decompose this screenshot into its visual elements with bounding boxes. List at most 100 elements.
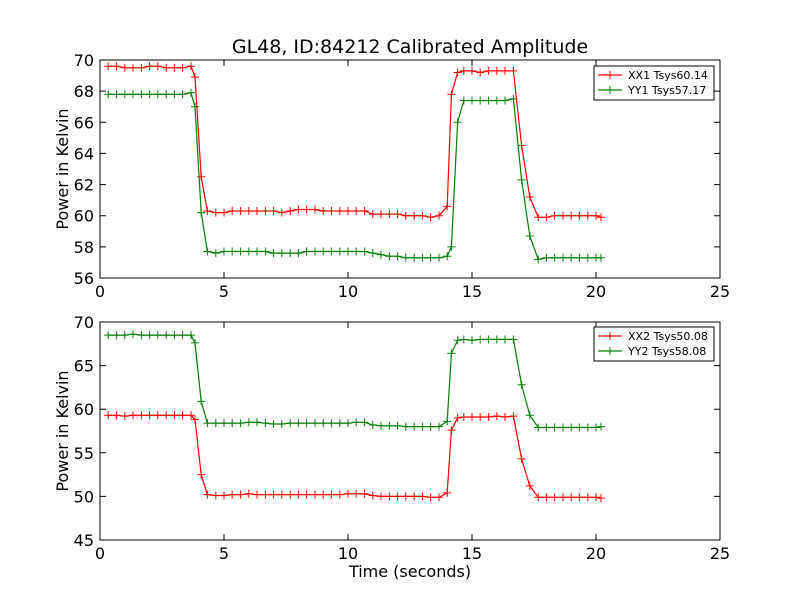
data-point	[286, 207, 295, 216]
data-point	[426, 493, 435, 502]
data-point	[559, 253, 568, 262]
data-point	[112, 90, 121, 99]
y-axis-label: Power in Kelvin	[53, 108, 72, 229]
data-point	[550, 253, 559, 262]
data-point	[170, 411, 179, 420]
data-point	[190, 338, 199, 347]
data-point	[187, 411, 196, 420]
data-point	[244, 489, 253, 498]
data-point	[327, 490, 336, 499]
data-point	[162, 90, 171, 99]
data-point	[236, 490, 245, 499]
data-point	[410, 211, 419, 220]
data-point	[352, 418, 361, 427]
data-point	[476, 96, 485, 105]
data-point	[550, 423, 559, 432]
data-point	[327, 247, 336, 256]
data-point	[468, 413, 476, 422]
data-point	[459, 413, 468, 422]
data-point	[120, 90, 129, 99]
data-point	[162, 331, 171, 340]
data-point	[468, 96, 476, 105]
data-point	[162, 411, 171, 420]
data-point	[468, 66, 476, 75]
data-point	[385, 421, 394, 430]
data-point	[376, 492, 385, 501]
data-point	[492, 335, 501, 344]
data-point	[559, 423, 568, 432]
legend-label: XX1 Tsys60.14	[628, 69, 708, 82]
data-point	[592, 423, 600, 432]
data-point	[252, 490, 261, 499]
data-point	[534, 213, 543, 222]
data-point	[170, 63, 179, 72]
data-point	[401, 492, 410, 501]
data-point	[567, 493, 576, 502]
data-point	[596, 494, 605, 503]
x-tick-label: 10	[338, 544, 358, 563]
x-tick-label: 0	[95, 544, 105, 563]
data-point	[592, 211, 600, 220]
data-point	[393, 492, 402, 501]
data-point	[190, 73, 199, 82]
data-point	[319, 247, 328, 256]
data-point	[311, 490, 320, 499]
data-point	[376, 250, 385, 259]
data-point	[525, 231, 534, 240]
data-point	[575, 493, 584, 502]
data-point	[211, 249, 220, 258]
y-tick-label: 70	[74, 51, 94, 70]
data-point	[244, 418, 253, 427]
data-point	[170, 331, 179, 340]
data-point	[534, 493, 543, 502]
data-point	[244, 207, 253, 216]
series-line	[108, 92, 601, 260]
data-point	[453, 68, 462, 77]
x-tick-label: 15	[462, 282, 482, 301]
data-point	[453, 336, 462, 345]
data-point	[203, 490, 212, 499]
y-tick-label: 55	[74, 444, 94, 463]
data-point	[550, 211, 559, 220]
data-point	[178, 331, 187, 340]
x-tick-label: 0	[95, 282, 105, 301]
data-point	[120, 63, 129, 72]
data-point	[385, 492, 394, 501]
data-point	[500, 96, 509, 105]
data-point	[319, 490, 328, 499]
data-point	[277, 249, 286, 258]
data-point	[484, 335, 493, 344]
data-point	[447, 426, 456, 435]
legend-label: YY1 Tsys57.17	[627, 84, 706, 97]
data-point	[220, 208, 228, 217]
data-point	[368, 491, 377, 500]
data-point	[435, 253, 444, 262]
x-tick-label: 20	[586, 544, 606, 563]
data-point	[459, 96, 468, 105]
data-point	[277, 490, 286, 499]
data-point	[104, 90, 113, 99]
data-point	[302, 247, 311, 256]
data-point	[153, 90, 162, 99]
data-point	[112, 62, 121, 71]
data-point	[153, 331, 162, 340]
data-point	[550, 493, 559, 502]
data-point	[211, 419, 220, 428]
data-point	[145, 331, 154, 340]
data-point	[393, 210, 402, 219]
data-point	[393, 252, 402, 261]
data-point	[128, 90, 137, 99]
data-point	[302, 490, 311, 499]
data-point	[302, 205, 311, 214]
x-axis-label: Time (seconds)	[348, 562, 471, 581]
data-point	[344, 419, 352, 428]
data-point	[525, 411, 534, 420]
chart-title: GL48, ID:84212 Calibrated Amplitude	[232, 36, 588, 58]
data-point	[269, 420, 278, 429]
legend-label: XX2 Tsys50.08	[628, 330, 708, 343]
data-point	[443, 252, 452, 261]
data-point	[220, 419, 228, 428]
data-point	[145, 90, 154, 99]
data-point	[443, 202, 452, 211]
data-point	[327, 419, 336, 428]
